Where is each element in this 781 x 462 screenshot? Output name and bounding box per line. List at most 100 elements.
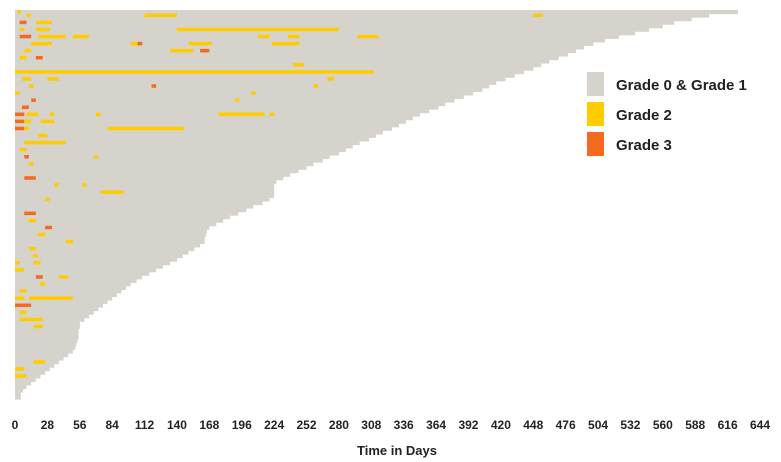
- bar-row-72: [15, 264, 164, 269]
- event-g3-24: [35, 55, 43, 60]
- event-g3-17: [137, 41, 143, 46]
- bar-row-57: [15, 211, 239, 216]
- bar-row-27: [15, 105, 439, 110]
- x-tick-label-11: 308: [361, 418, 381, 432]
- event-g2-14: [357, 34, 379, 39]
- bar-row-108: [15, 391, 21, 397]
- event-g2-82: [33, 324, 43, 329]
- event-g2-77: [15, 296, 25, 300]
- bar-row-95: [15, 345, 76, 351]
- bar-row-92: [15, 335, 79, 340]
- event-g2-1: [26, 13, 32, 18]
- event-g3-48: [15, 126, 25, 131]
- event-g2-72: [15, 268, 25, 272]
- event-g2-61: [100, 190, 124, 194]
- event-g2-81: [19, 317, 43, 322]
- bar-row-63: [15, 232, 206, 237]
- bar-row-30: [15, 116, 413, 121]
- event-g3-79: [15, 303, 32, 308]
- event-g3-55: [24, 154, 29, 159]
- event-g2-76: [19, 289, 27, 293]
- bar-row-36: [15, 137, 369, 142]
- x-tick-label-22: 616: [718, 418, 738, 432]
- event-g3-58: [24, 176, 36, 180]
- event-g2-44: [269, 112, 275, 117]
- event-g3-38: [21, 105, 29, 110]
- bar-row-45: [15, 169, 299, 174]
- event-g2-7: [35, 27, 50, 32]
- bar-row-15: [15, 63, 542, 68]
- event-g2-16: [130, 41, 140, 46]
- x-tick-label-17: 476: [556, 418, 576, 432]
- bar-row-94: [15, 342, 77, 347]
- event-g2-53: [24, 140, 66, 145]
- bar-row-96: [15, 349, 73, 354]
- bar-row-8: [15, 38, 605, 43]
- event-g2-66: [38, 232, 46, 237]
- bar-row-101: [15, 367, 50, 372]
- bar-row-28: [15, 109, 430, 114]
- event-g2-8: [176, 27, 339, 32]
- bar-row-64: [15, 236, 205, 241]
- event-g2-12: [257, 34, 270, 39]
- x-tick-label-15: 420: [491, 418, 511, 432]
- x-tick-label-16: 448: [523, 418, 543, 432]
- bars-layer: [15, 10, 739, 400]
- bar-row-105: [15, 381, 32, 386]
- event-g2-64: [28, 218, 36, 223]
- bar-row-13: [15, 55, 559, 61]
- bar-row-71: [15, 261, 171, 266]
- event-g2-60: [82, 183, 87, 187]
- x-tick-label-20: 560: [653, 418, 673, 432]
- event-g2-13: [288, 34, 300, 39]
- bar-row-14: [15, 59, 550, 64]
- bar-row-74: [15, 271, 150, 276]
- bar-row-9: [15, 41, 594, 46]
- event-g2-23: [19, 55, 27, 60]
- x-axis-ticks: 0 28 56 84 112 140 168 196 224 252 280 308 336 364 392…: [12, 418, 771, 432]
- event-g2-59: [54, 183, 59, 187]
- legend-item-grade01: Grade 0 & Grade 1: [587, 72, 747, 96]
- event-g3-36: [31, 98, 36, 102]
- event-g2-84: [15, 367, 25, 371]
- event-g2-27: [176, 70, 374, 74]
- bar-row-20: [15, 80, 497, 85]
- event-g2-70: [15, 261, 20, 265]
- bar-row-79: [15, 289, 122, 294]
- bar-row-100: [15, 363, 55, 368]
- bar-row-22: [15, 87, 483, 92]
- bar-row-66: [15, 243, 201, 248]
- event-g2-11: [72, 34, 90, 39]
- x-tick-label-1: 28: [41, 418, 55, 432]
- x-tick-label-12: 336: [394, 418, 414, 432]
- legend-label-grade2: Grade 2: [616, 107, 672, 124]
- x-tick-label-2: 56: [73, 418, 87, 432]
- bar-row-47: [15, 176, 284, 181]
- event-g2-47: [40, 119, 55, 124]
- bar-row-52: [15, 193, 275, 199]
- bar-row-85: [15, 310, 94, 315]
- event-g2-25: [292, 63, 305, 67]
- bar-row-44: [15, 165, 307, 170]
- x-tick-label-0: 0: [12, 418, 19, 432]
- event-g3-9: [19, 34, 32, 39]
- bar-row-37: [15, 140, 360, 145]
- event-g2-20: [24, 48, 32, 53]
- legend-label-grade01: Grade 0 & Grade 1: [616, 77, 747, 94]
- bar-row-40: [15, 151, 339, 156]
- events-layer: [15, 10, 543, 378]
- event-g2-2: [144, 13, 177, 18]
- event-g2-51: [153, 126, 184, 131]
- bar-row-86: [15, 314, 90, 319]
- event-g2-37: [234, 98, 240, 102]
- event-g2-69: [33, 254, 39, 258]
- x-tick-label-4: 112: [135, 418, 155, 432]
- bar-row-87: [15, 317, 85, 322]
- bar-row-3: [15, 20, 675, 25]
- x-tick-label-7: 196: [232, 418, 252, 432]
- bar-row-90: [15, 328, 79, 333]
- event-g2-56: [93, 154, 99, 159]
- event-g2-40: [26, 112, 39, 117]
- legend-item-grade3: Grade 3: [587, 132, 672, 156]
- bar-row-82: [15, 299, 108, 305]
